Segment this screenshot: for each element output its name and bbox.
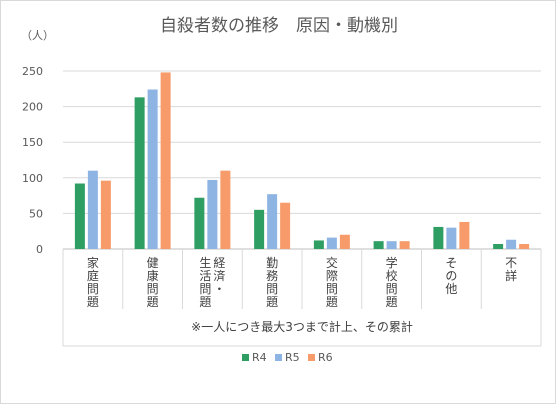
chart-title: 自殺者数の推移 原因・動機別 bbox=[160, 16, 398, 36]
bar-R5 bbox=[207, 179, 218, 249]
bar-R6 bbox=[160, 72, 171, 249]
bar-R4 bbox=[194, 197, 205, 249]
bar-R6 bbox=[280, 202, 291, 249]
y-tick-label: 50 bbox=[29, 207, 43, 220]
bar-R5 bbox=[506, 239, 517, 249]
bar-R4 bbox=[433, 226, 444, 249]
bar-R6 bbox=[519, 244, 530, 249]
bar-R5 bbox=[386, 241, 397, 249]
chart-note: ※一人につき最大3つまで計上、その累計 bbox=[191, 319, 413, 334]
bar-R5 bbox=[87, 170, 98, 249]
x-category-label: 家庭問題 bbox=[87, 255, 99, 309]
bar-R6 bbox=[100, 180, 111, 249]
bar-R5 bbox=[446, 227, 457, 249]
bar-R5 bbox=[267, 194, 278, 249]
bar-R4 bbox=[74, 183, 85, 249]
bar-R5 bbox=[147, 89, 158, 250]
y-tick-label: 100 bbox=[22, 172, 43, 185]
legend-label-R6: R6 bbox=[318, 351, 333, 364]
legend-swatch-R5 bbox=[275, 354, 282, 361]
x-category-label: 交際問題 bbox=[326, 255, 338, 309]
y-axis-unit: （人） bbox=[21, 29, 54, 42]
bar-R4 bbox=[313, 240, 324, 249]
x-category-label: 学校問題 bbox=[386, 255, 398, 309]
bar-R6 bbox=[339, 234, 350, 249]
legend-swatch-R4 bbox=[242, 354, 249, 361]
bar-R4 bbox=[493, 244, 504, 249]
x-category-label: 不詳 bbox=[505, 256, 517, 283]
legend-label-R4: R4 bbox=[252, 351, 267, 364]
bar-R6 bbox=[220, 170, 231, 249]
x-category-label: 健康問題 bbox=[147, 256, 159, 309]
bar-R4 bbox=[134, 97, 145, 250]
x-category-label: 経済・生活問題 bbox=[199, 256, 225, 309]
y-tick-label: 150 bbox=[22, 136, 43, 149]
y-tick-label: 0 bbox=[36, 243, 43, 256]
legend-label-R5: R5 bbox=[285, 351, 300, 364]
y-tick-label: 200 bbox=[22, 101, 43, 114]
x-category-label: 勤務問題 bbox=[266, 256, 278, 309]
bar-R5 bbox=[326, 237, 337, 249]
x-category-label: その他 bbox=[445, 256, 457, 296]
legend-swatch-R6 bbox=[308, 354, 315, 361]
bar-R4 bbox=[373, 241, 384, 249]
bar-R6 bbox=[459, 221, 470, 249]
y-tick-label: 250 bbox=[22, 65, 43, 78]
bar-R6 bbox=[399, 241, 410, 249]
bar-R4 bbox=[254, 209, 265, 249]
